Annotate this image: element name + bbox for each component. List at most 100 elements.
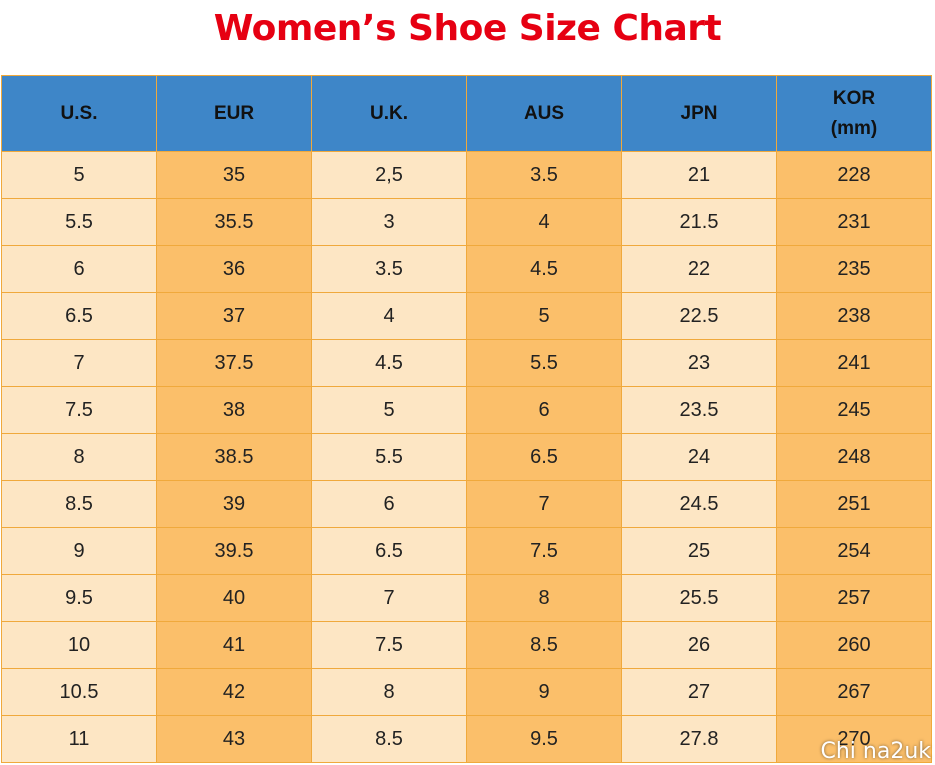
table-row: 10 41 7.5 8.5 26 260 bbox=[1, 621, 932, 669]
cell-us: 5.5 bbox=[1, 198, 157, 246]
table-row: 10.5 42 8 9 27 267 bbox=[1, 668, 932, 716]
cell-uk: 5 bbox=[311, 386, 467, 434]
cell-us: 8 bbox=[1, 433, 157, 481]
cell-kor: 248 bbox=[776, 433, 932, 481]
header-kor-label: KOR bbox=[832, 87, 876, 109]
cell-us: 10 bbox=[1, 621, 157, 669]
shoe-size-table: U.S. EUR U.K. AUS JPN KOR (mm) 5 35 2,5 3.5 2… bbox=[1, 75, 932, 763]
cell-jpn: 27 bbox=[621, 668, 777, 716]
cell-jpn: 25.5 bbox=[621, 574, 777, 622]
cell-eur: 40 bbox=[156, 574, 312, 622]
cell-us: 6.5 bbox=[1, 292, 157, 340]
table-row: 8.5 39 6 7 24.5 251 bbox=[1, 480, 932, 528]
cell-aus: 8.5 bbox=[466, 621, 622, 669]
cell-uk: 7 bbox=[311, 574, 467, 622]
cell-aus: 7 bbox=[466, 480, 622, 528]
watermark: Chi na2uk bbox=[820, 739, 931, 764]
cell-jpn: 21.5 bbox=[621, 198, 777, 246]
header-aus: AUS bbox=[466, 75, 622, 152]
header-eur: EUR bbox=[156, 75, 312, 152]
cell-eur: 36 bbox=[156, 245, 312, 293]
cell-aus: 7.5 bbox=[466, 527, 622, 575]
cell-kor: 235 bbox=[776, 245, 932, 293]
cell-aus: 4 bbox=[466, 198, 622, 246]
cell-uk: 2,5 bbox=[311, 151, 467, 199]
cell-kor: 228 bbox=[776, 151, 932, 199]
cell-aus: 3.5 bbox=[466, 151, 622, 199]
cell-kor: 267 bbox=[776, 668, 932, 716]
header-jpn-label: JPN bbox=[680, 102, 718, 124]
cell-us: 10.5 bbox=[1, 668, 157, 716]
cell-jpn: 23.5 bbox=[621, 386, 777, 434]
table-row: 9.5 40 7 8 25.5 257 bbox=[1, 574, 932, 622]
cell-us: 6 bbox=[1, 245, 157, 293]
header-uk-label: U.K. bbox=[370, 102, 408, 124]
table-row: 7.5 38 5 6 23.5 245 bbox=[1, 386, 932, 434]
header-kor: KOR (mm) bbox=[776, 75, 932, 152]
header-jpn: JPN bbox=[621, 75, 777, 152]
table-row: 7 37.5 4.5 5.5 23 241 bbox=[1, 339, 932, 387]
table-row: 8 38.5 5.5 6.5 24 248 bbox=[1, 433, 932, 481]
cell-eur: 39 bbox=[156, 480, 312, 528]
table-header-row: U.S. EUR U.K. AUS JPN KOR (mm) bbox=[1, 75, 932, 152]
table-row: 6 36 3.5 4.5 22 235 bbox=[1, 245, 932, 293]
cell-us: 7 bbox=[1, 339, 157, 387]
cell-eur: 37 bbox=[156, 292, 312, 340]
table-row: 9 39.5 6.5 7.5 25 254 bbox=[1, 527, 932, 575]
cell-jpn: 26 bbox=[621, 621, 777, 669]
header-us-label: U.S. bbox=[60, 102, 98, 124]
table-row: 6.5 37 4 5 22.5 238 bbox=[1, 292, 932, 340]
cell-jpn: 27.8 bbox=[621, 715, 777, 763]
header-eur-label: EUR bbox=[213, 102, 255, 124]
cell-jpn: 24.5 bbox=[621, 480, 777, 528]
cell-jpn: 21 bbox=[621, 151, 777, 199]
cell-uk: 6.5 bbox=[311, 527, 467, 575]
page-title: Women’s Shoe Size Chart bbox=[213, 8, 722, 49]
cell-aus: 9.5 bbox=[466, 715, 622, 763]
cell-kor: 270 bbox=[776, 715, 932, 763]
cell-kor: 231 bbox=[776, 198, 932, 246]
cell-kor: 241 bbox=[776, 339, 932, 387]
cell-eur: 38 bbox=[156, 386, 312, 434]
cell-jpn: 24 bbox=[621, 433, 777, 481]
cell-jpn: 22.5 bbox=[621, 292, 777, 340]
cell-eur: 39.5 bbox=[156, 527, 312, 575]
cell-us: 9.5 bbox=[1, 574, 157, 622]
cell-aus: 5.5 bbox=[466, 339, 622, 387]
cell-uk: 7.5 bbox=[311, 621, 467, 669]
cell-kor: 251 bbox=[776, 480, 932, 528]
cell-aus: 5 bbox=[466, 292, 622, 340]
cell-us: 7.5 bbox=[1, 386, 157, 434]
cell-uk: 3.5 bbox=[311, 245, 467, 293]
cell-kor: 245 bbox=[776, 386, 932, 434]
cell-uk: 6 bbox=[311, 480, 467, 528]
cell-aus: 6.5 bbox=[466, 433, 622, 481]
header-us: U.S. bbox=[1, 75, 157, 152]
cell-jpn: 23 bbox=[621, 339, 777, 387]
cell-eur: 35.5 bbox=[156, 198, 312, 246]
table-row: 5 35 2,5 3.5 21 228 bbox=[1, 151, 932, 199]
table-body: 5 35 2,5 3.5 21 228 5.5 35.5 3 4 21.5 231 6 36 3.5 4.5 2… bbox=[1, 151, 932, 763]
cell-us: 8.5 bbox=[1, 480, 157, 528]
cell-uk: 8.5 bbox=[311, 715, 467, 763]
cell-kor: 238 bbox=[776, 292, 932, 340]
cell-uk: 5.5 bbox=[311, 433, 467, 481]
cell-kor: 260 bbox=[776, 621, 932, 669]
table-row: 5.5 35.5 3 4 21.5 231 bbox=[1, 198, 932, 246]
cell-jpn: 25 bbox=[621, 527, 777, 575]
table-row: 11 43 8.5 9.5 27.8 270 bbox=[1, 715, 932, 763]
cell-us: 11 bbox=[1, 715, 157, 763]
cell-eur: 42 bbox=[156, 668, 312, 716]
cell-uk: 4 bbox=[311, 292, 467, 340]
header-uk: U.K. bbox=[311, 75, 467, 152]
cell-eur: 38.5 bbox=[156, 433, 312, 481]
cell-uk: 4.5 bbox=[311, 339, 467, 387]
cell-aus: 4.5 bbox=[466, 245, 622, 293]
cell-eur: 43 bbox=[156, 715, 312, 763]
cell-kor: 254 bbox=[776, 527, 932, 575]
cell-uk: 3 bbox=[311, 198, 467, 246]
cell-aus: 6 bbox=[466, 386, 622, 434]
cell-uk: 8 bbox=[311, 668, 467, 716]
cell-eur: 37.5 bbox=[156, 339, 312, 387]
cell-eur: 35 bbox=[156, 151, 312, 199]
